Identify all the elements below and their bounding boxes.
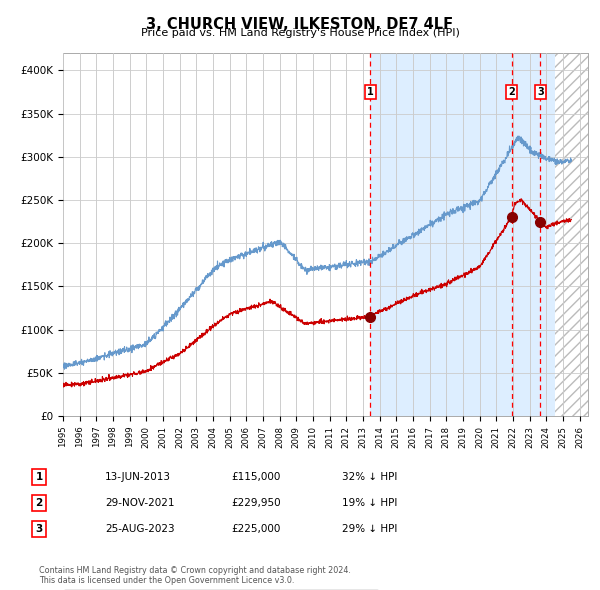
Text: Price paid vs. HM Land Registry's House Price Index (HPI): Price paid vs. HM Land Registry's House … (140, 28, 460, 38)
Text: 2: 2 (508, 87, 515, 97)
Text: 2: 2 (35, 498, 43, 507)
Bar (554, 53, 588, 416)
Text: £229,950: £229,950 (231, 498, 281, 507)
Text: 32% ↓ HPI: 32% ↓ HPI (342, 472, 397, 481)
Text: 1: 1 (367, 87, 374, 97)
Text: £115,000: £115,000 (231, 472, 280, 481)
Text: 1: 1 (35, 472, 43, 481)
Bar (370, 53, 554, 416)
Text: 25-AUG-2023: 25-AUG-2023 (105, 525, 175, 534)
Text: 3: 3 (537, 87, 544, 97)
Text: £225,000: £225,000 (231, 525, 280, 534)
Text: 29-NOV-2021: 29-NOV-2021 (105, 498, 175, 507)
Text: Contains HM Land Registry data © Crown copyright and database right 2024.
This d: Contains HM Land Registry data © Crown c… (39, 566, 351, 585)
Text: 3, CHURCH VIEW, ILKESTON, DE7 4LF: 3, CHURCH VIEW, ILKESTON, DE7 4LF (146, 17, 454, 31)
Text: 29% ↓ HPI: 29% ↓ HPI (342, 525, 397, 534)
Text: 19% ↓ HPI: 19% ↓ HPI (342, 498, 397, 507)
Text: 13-JUN-2013: 13-JUN-2013 (105, 472, 171, 481)
Text: 3: 3 (35, 525, 43, 534)
